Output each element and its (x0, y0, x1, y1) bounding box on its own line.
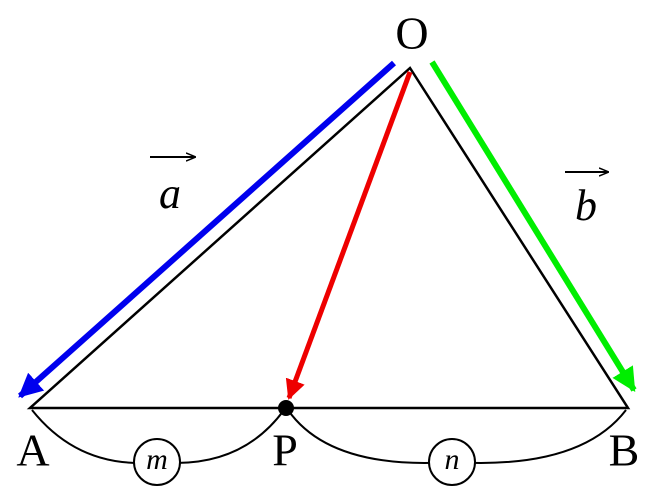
ratio-m-label: m (146, 443, 168, 476)
label-o: O (395, 8, 428, 59)
ratio-n-label: n (445, 443, 460, 476)
vector-b-label: b (575, 181, 597, 230)
label-p: P (272, 425, 298, 476)
ratio-m-circle (133, 438, 181, 486)
vector-a-label: a (159, 169, 181, 218)
vector-a-arrow (18, 60, 396, 399)
label-b: B (609, 425, 640, 476)
vector-b-arrow (429, 60, 637, 393)
vector-op-arrow (285, 71, 413, 400)
triangle (26, 66, 631, 410)
ratio-n-circle (428, 438, 476, 486)
ratio-braces (31, 409, 627, 464)
label-a: A (16, 425, 49, 476)
